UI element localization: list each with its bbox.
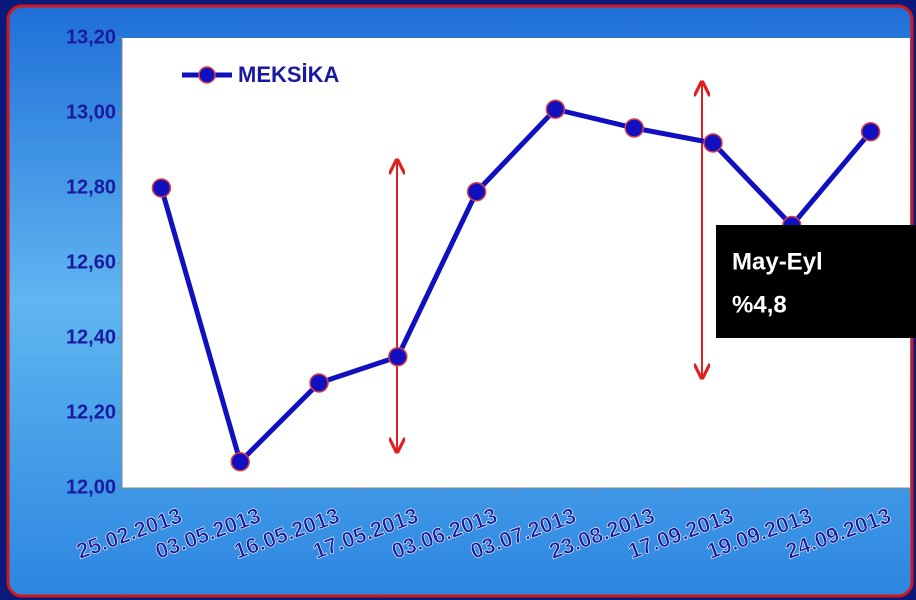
annotation: May-Eyl (732, 248, 823, 275)
legend: MEKSİKA (182, 62, 340, 87)
data-point (230, 452, 250, 472)
legend-marker (198, 66, 216, 84)
y-tick-label: 12,60 (66, 251, 116, 273)
data-point (151, 178, 172, 198)
y-tick-label: 12,40 (66, 326, 116, 348)
data-point (545, 99, 566, 119)
series-line (158, 106, 873, 465)
annotation-box (716, 225, 916, 338)
annotation: %4,8 (732, 291, 787, 318)
data-point (860, 122, 881, 142)
y-tick-label: 13,00 (66, 101, 116, 123)
data-point (388, 347, 408, 367)
data-point (703, 133, 723, 153)
data-point (624, 118, 644, 138)
legend-label: MEKSİKA (238, 62, 340, 87)
y-tick-label: 12,20 (66, 401, 116, 423)
y-tick-label: 12,00 (66, 476, 116, 498)
y-tick-label: 13,20 (66, 26, 116, 48)
data-point (466, 182, 487, 202)
y-tick-label: 12,80 (66, 176, 116, 198)
data-point (309, 373, 329, 393)
